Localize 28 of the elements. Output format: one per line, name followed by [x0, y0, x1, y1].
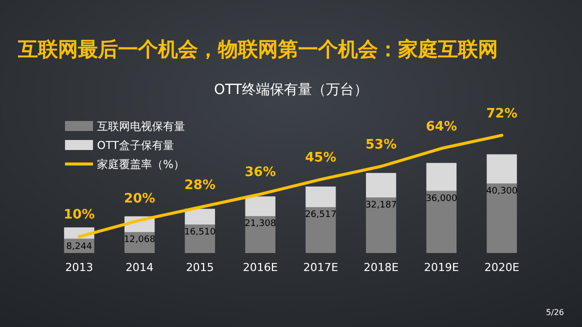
x-tick-label: 2019E	[424, 261, 459, 274]
x-tick-label: 2018E	[364, 261, 399, 274]
chart-title: 互联网最后一个机会，物联网第一个机会：家庭互联网	[17, 37, 498, 61]
data-label: 8,244	[66, 242, 92, 252]
data-label: 53%	[366, 137, 397, 152]
x-tick-label: 2016E	[242, 261, 278, 274]
data-label: 45%	[305, 150, 336, 166]
x-tick-label: 2017E	[303, 261, 338, 274]
data-label: 40,300	[486, 186, 518, 196]
data-label: 12,068	[124, 235, 156, 246]
data-label: 28%	[184, 178, 216, 194]
legend-label: 家庭覆盖率（%）	[97, 158, 184, 171]
x-tick-label: 2014	[126, 261, 154, 274]
data-label: 26,517	[304, 210, 336, 220]
x-tick-label: 2015	[186, 261, 214, 274]
data-label: 64%	[426, 119, 457, 134]
data-label: 36%	[244, 165, 276, 180]
data-label: 72%	[486, 106, 518, 122]
data-label: 10%	[64, 208, 95, 223]
data-label: 21,308	[244, 219, 276, 230]
legend-label: OTT盒子保有量	[97, 139, 174, 152]
x-tick-label: 2020E	[484, 261, 520, 274]
chart-subtitle: OTT终端保有量（万台）	[214, 82, 368, 98]
x-tick-label: 2013	[65, 261, 94, 274]
data-label: 20%	[124, 191, 156, 206]
text: 5/26	[546, 308, 564, 317]
legend-label: 互联网电视保有量	[97, 120, 185, 133]
data-label: 32,187	[365, 200, 397, 210]
